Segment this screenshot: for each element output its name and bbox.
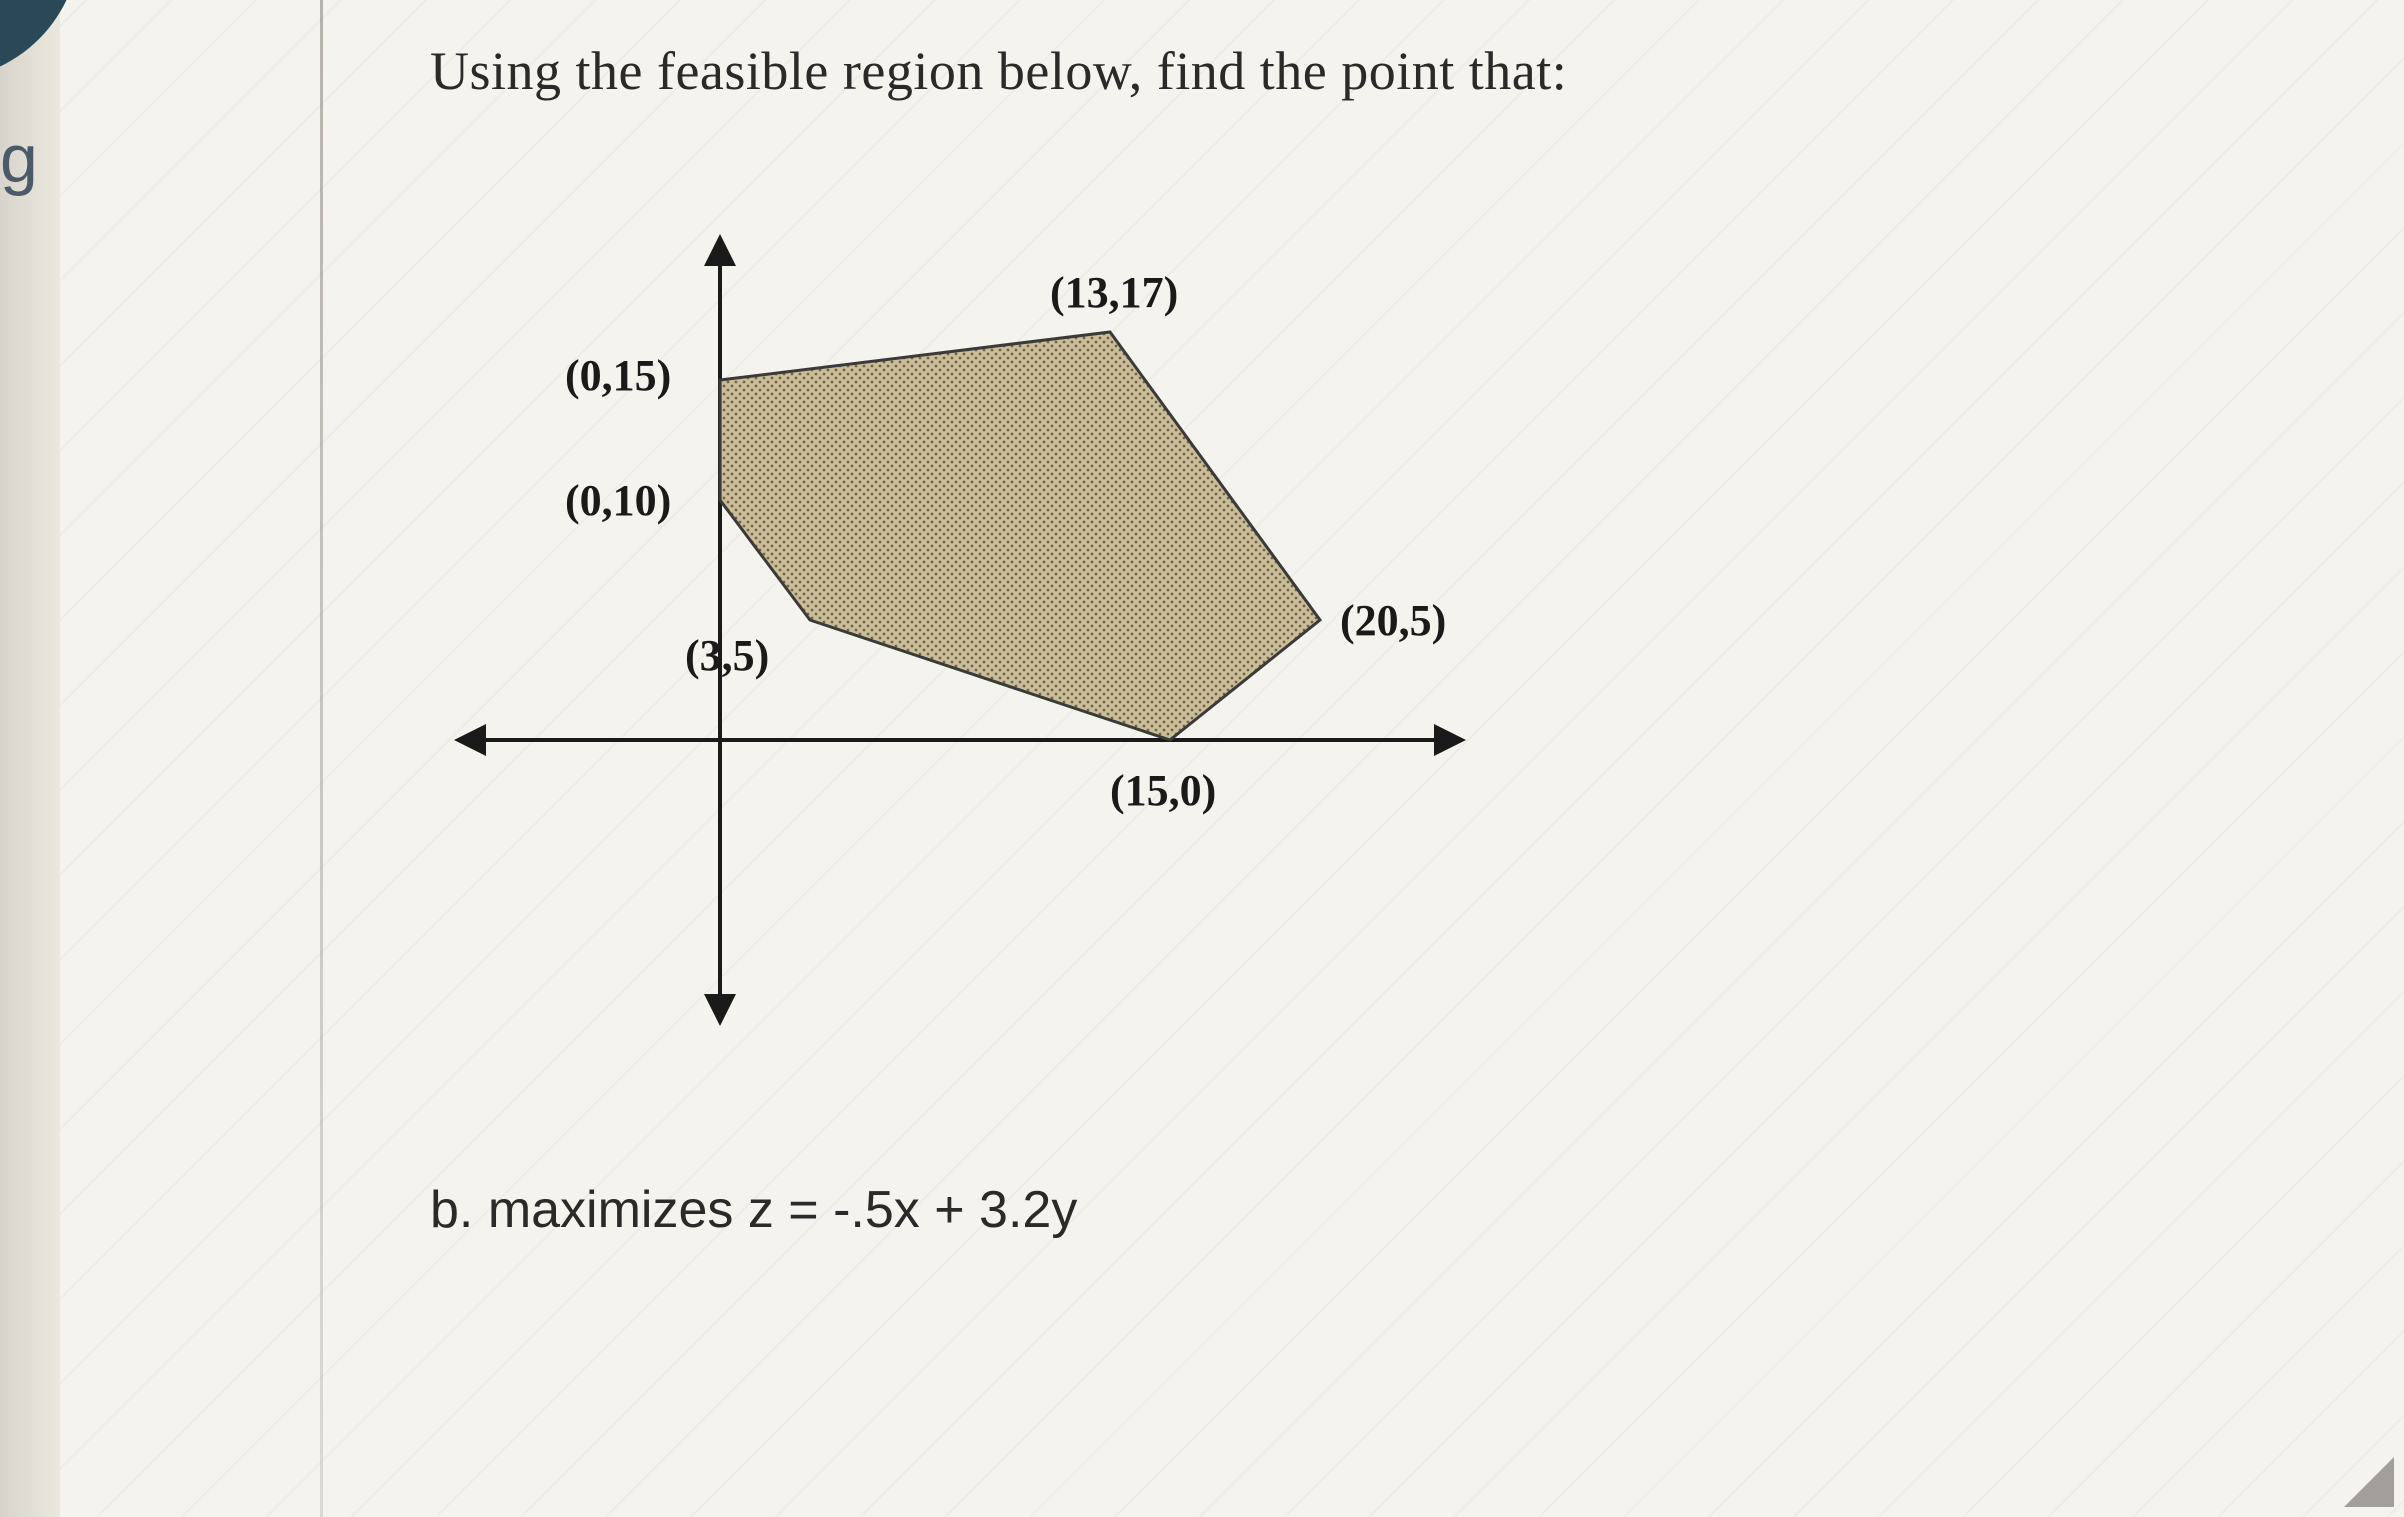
chart-svg: (0,15) (13,17) (20,5) (15,0) (3,5) (0,10) [430,180,1530,1030]
vertex-label: (13,17) [1050,268,1178,317]
vertical-divider [320,0,323,1517]
page-corner-fold [2344,1457,2394,1507]
vertex-label: (20,5) [1340,596,1446,645]
objective-function: b. maximizes z = -.5x + 3.2y [430,1180,1077,1240]
feasible-region-chart: (0,15) (13,17) (20,5) (15,0) (3,5) (0,10) [430,180,1530,1030]
vertex-label: (15,0) [1110,766,1216,815]
vertex-label: (0,10) [565,476,671,525]
question-prompt: Using the feasible region below, find th… [430,40,1567,102]
vertex-label: (3,5) [685,631,769,680]
margin-letter: g [0,120,38,198]
page-left-shadow [0,0,60,1517]
feasible-region-polygon [720,332,1320,740]
vertex-label: (0,15) [565,351,671,400]
